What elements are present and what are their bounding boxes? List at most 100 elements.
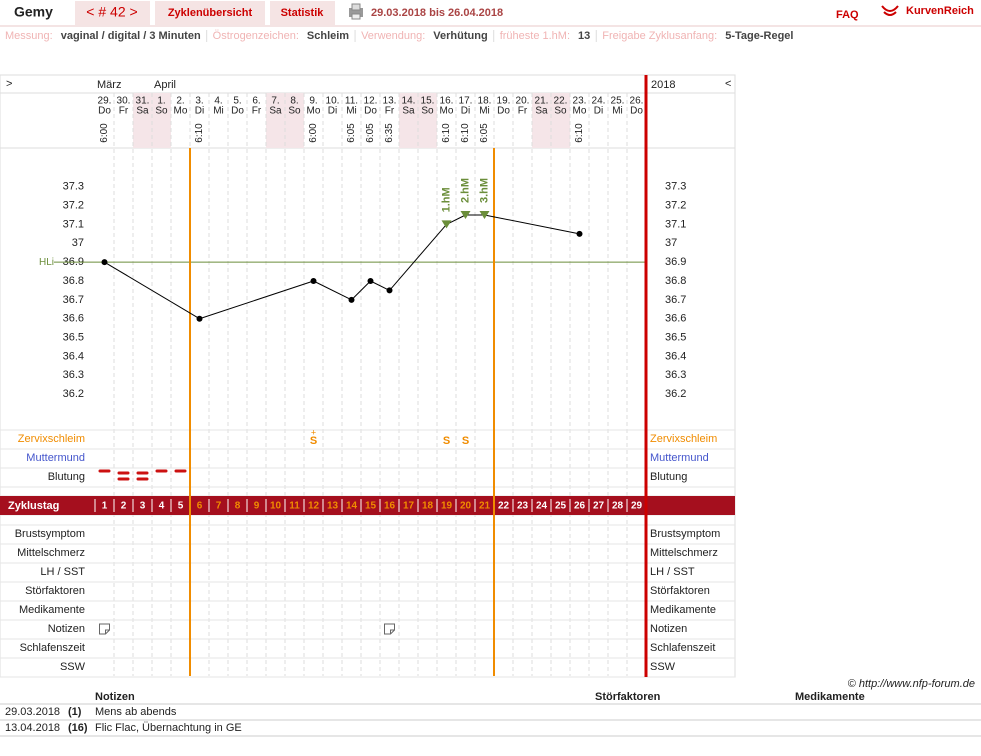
row-label: Mittelschmerz: [650, 547, 718, 559]
weekday-label: Mi: [479, 106, 490, 117]
date-label: 30.: [117, 96, 131, 107]
weekday-label: Mi: [346, 106, 357, 117]
weekday-label: Do: [98, 106, 111, 117]
brand-logo: [881, 5, 899, 16]
temperature-segment: [351, 280, 371, 301]
cycle-day: 14: [346, 501, 358, 512]
weekday-label: Do: [630, 106, 643, 117]
date-label: 20.: [516, 96, 530, 107]
weekday-label: Sa: [535, 106, 548, 117]
copyright: © http://www.nfp-forum.de: [848, 678, 975, 690]
y-tick-label: 36.2: [665, 388, 686, 400]
zervix-plus: +: [311, 427, 316, 437]
tab[interactable]: [155, 1, 265, 25]
note-icon[interactable]: [384, 623, 395, 635]
row-label: SSW: [60, 661, 86, 673]
row-label: Schlafenszeit: [650, 642, 715, 654]
row-label: Schlafenszeit: [20, 642, 85, 654]
date-label: 26.: [630, 96, 644, 107]
date-label: 18.: [478, 96, 492, 107]
cycle-day: 29: [631, 501, 643, 512]
nav-prev[interactable]: >: [6, 78, 12, 90]
notes-header: Störfaktoren: [595, 691, 661, 703]
cycle-day: 11: [289, 501, 300, 512]
month-label: März: [97, 79, 121, 91]
row-label: Muttermund: [650, 452, 709, 464]
row-label: Medikamente: [19, 604, 85, 616]
row-label: Brustsymptom: [15, 528, 85, 540]
weekday-label: Do: [364, 106, 377, 117]
time-label: 6:05: [365, 123, 376, 143]
tab[interactable]: [270, 1, 335, 25]
weekend-shade: [532, 93, 551, 148]
temperature-segment: [370, 280, 390, 291]
tab-label[interactable]: Zyklenübersicht: [168, 7, 253, 19]
cycle-day: 2: [121, 501, 127, 512]
y-tick-label: 37.1: [665, 218, 686, 230]
cycle-day: 8: [235, 501, 241, 512]
cycle-tab[interactable]: [75, 1, 150, 25]
y-tick-label: 37: [665, 237, 677, 249]
note-icon[interactable]: [99, 623, 110, 635]
weekend-shade: [399, 93, 418, 148]
weekday-label: Sa: [402, 106, 415, 117]
cycle-day: 28: [612, 501, 624, 512]
row-label: SSW: [650, 661, 676, 673]
weekend-shade: [152, 93, 171, 148]
date-label: 5.: [233, 96, 241, 107]
notes-header: Medikamente: [795, 691, 865, 703]
faq-link[interactable]: FAQ: [836, 9, 859, 21]
cycle-day: 15: [365, 501, 377, 512]
temperature-point: [101, 259, 108, 266]
date-label: 15.: [421, 96, 435, 107]
row-label: LH / SST: [40, 566, 85, 578]
brand[interactable]: KurvenReich: [906, 5, 974, 17]
temperature-point: [196, 315, 203, 322]
row-label: Notizen: [48, 623, 85, 635]
weekday-label: Mo: [573, 106, 587, 117]
user-name: Gemy: [14, 4, 53, 20]
y-tick-label: 37.1: [63, 218, 84, 230]
hm-label: 2.hM: [459, 178, 471, 203]
row-label: Mittelschmerz: [17, 547, 85, 559]
y-tick-label: 36.6: [665, 313, 686, 325]
row-label: Störfaktoren: [650, 585, 710, 597]
time-label: 6:05: [346, 123, 357, 143]
cycle-day: 24: [536, 501, 548, 512]
weekday-label: Fr: [385, 106, 395, 117]
cycle-day: 5: [178, 501, 184, 512]
weekday-label: So: [554, 106, 567, 117]
weekend-shade: [266, 93, 285, 148]
notes-cell: Flic Flac, Übernachtung in GE: [95, 722, 242, 734]
cycle-day: 25: [555, 501, 567, 512]
cycle-day: 19: [441, 501, 453, 512]
weekday-label: Di: [461, 106, 470, 117]
year: 2018: [651, 79, 675, 91]
date-label: 25.: [611, 96, 625, 107]
bleeding-mark: [98, 469, 111, 473]
zervix-symbol: S: [310, 435, 317, 447]
temperature-point: [348, 296, 355, 303]
tab-label[interactable]: Statistik: [281, 7, 325, 19]
bleeding-mark: [155, 469, 168, 473]
weekday-label: Di: [195, 106, 204, 117]
bleeding-mark: [136, 471, 149, 475]
cycle-day: 22: [498, 501, 510, 512]
setting-label: Verwendung:: [361, 30, 425, 42]
y-tick-label: 36.4: [665, 350, 686, 362]
nav-next[interactable]: <: [725, 78, 731, 90]
bleeding-mark: [117, 471, 130, 475]
cycle-day: 1: [102, 501, 108, 512]
cycle-day: 21: [479, 501, 491, 512]
print-icon[interactable]: [349, 3, 363, 20]
date-label: 9.: [309, 96, 317, 107]
cycle-day: 10: [270, 501, 282, 512]
cycle-nav[interactable]: < # 42 >: [86, 4, 137, 20]
chart-frame: [0, 74, 736, 678]
weekday-label: Sa: [269, 106, 282, 117]
cycle-day: 6: [197, 501, 203, 512]
y-tick-label: 36.3: [63, 369, 84, 381]
row-label: Notizen: [650, 623, 687, 635]
time-label: 6:10: [460, 123, 471, 143]
